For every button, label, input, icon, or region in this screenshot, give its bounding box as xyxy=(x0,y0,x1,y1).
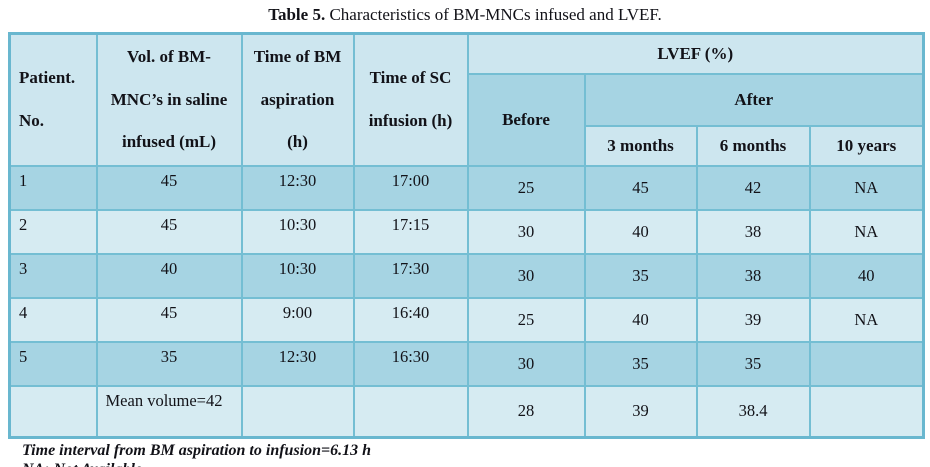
table-row: 3 40 10:30 17:30 30 35 38 40 xyxy=(8,252,925,299)
cell-lvef-10-years: 40 xyxy=(808,252,925,299)
cell-sc-infusion xyxy=(352,384,469,439)
table-body: 1 45 12:30 17:00 25 45 42 NA 2 45 10:30 … xyxy=(8,164,925,439)
cell-bm-aspiration: 12:30 xyxy=(240,340,355,387)
table-row: 4 45 9:00 16:40 25 40 39 NA xyxy=(8,296,925,343)
cell-volume: 45 xyxy=(95,208,243,255)
cell-sc-infusion: 17:00 xyxy=(352,164,469,211)
cell-lvef-before: 25 xyxy=(466,296,586,343)
header-patient-no: Patient. No. xyxy=(8,32,98,167)
footnote-na-legend: NA: Not Available xyxy=(22,461,930,467)
header-row-mid: Before After xyxy=(10,72,925,167)
cell-lvef-before: 30 xyxy=(466,208,586,255)
cell-lvef-6-months: 42 xyxy=(695,164,811,211)
cell-lvef-10-years xyxy=(808,384,925,439)
cell-sc-infusion: 17:30 xyxy=(352,252,469,299)
cell-bm-aspiration: 9:00 xyxy=(240,296,355,343)
header-after: After xyxy=(583,72,925,127)
table-title-text: Characteristics of BM-MNCs infused and L… xyxy=(325,5,662,24)
cell-lvef-3-months: 40 xyxy=(583,208,698,255)
cell-lvef-3-months: 35 xyxy=(583,340,698,387)
cell-sc-infusion: 16:30 xyxy=(352,340,469,387)
cell-lvef-before: 25 xyxy=(466,164,586,211)
table-row: 1 45 12:30 17:00 25 45 42 NA xyxy=(8,164,925,211)
cell-patient-no: 5 xyxy=(8,340,98,387)
cell-lvef-6-months: 38 xyxy=(695,208,811,255)
cell-mean-volume: Mean volume=42 xyxy=(95,384,243,439)
cell-volume: 45 xyxy=(95,164,243,211)
header-sc-infusion: Time of SC infusion (h) xyxy=(352,32,469,167)
header-bm-aspiration: Time of BM aspiration (h) xyxy=(240,32,355,167)
cell-lvef-before: 28 xyxy=(466,384,586,439)
table-title-label: Table 5. xyxy=(268,5,326,24)
cell-lvef-10-years: NA xyxy=(808,208,925,255)
cell-volume: 45 xyxy=(95,296,243,343)
cell-patient-no xyxy=(8,384,98,439)
cell-volume: 35 xyxy=(95,340,243,387)
table-row-mean: Mean volume=42 28 39 38.4 xyxy=(8,384,925,439)
cell-lvef-6-months: 38 xyxy=(695,252,811,299)
cell-patient-no: 1 xyxy=(8,164,98,211)
cell-volume: 40 xyxy=(95,252,243,299)
footnote-time-interval: Time interval from BM aspiration to infu… xyxy=(22,442,372,459)
cell-lvef-10-years xyxy=(808,340,925,387)
cell-bm-aspiration: 10:30 xyxy=(240,208,355,255)
header-after-10-years: 10 years xyxy=(808,124,925,167)
header-row-sub: 3 months 6 months 10 years xyxy=(10,124,925,167)
table-title: Table 5. Characteristics of BM-MNCs infu… xyxy=(0,0,930,25)
cell-lvef-10-years: NA xyxy=(808,296,925,343)
cell-bm-aspiration xyxy=(240,384,355,439)
cell-patient-no: 2 xyxy=(8,208,98,255)
cell-bm-aspiration: 12:30 xyxy=(240,164,355,211)
table-row: 2 45 10:30 17:15 30 40 38 NA xyxy=(8,208,925,255)
header-lvef: LVEF (%) xyxy=(466,32,925,75)
cell-lvef-6-months: 39 xyxy=(695,296,811,343)
cell-lvef-3-months: 40 xyxy=(583,296,698,343)
header-before: Before xyxy=(466,72,586,167)
header-row-top: Patient. No. Vol. of BM- MNC’s in saline… xyxy=(8,32,925,167)
cell-lvef-3-months: 35 xyxy=(583,252,698,299)
cell-lvef-10-years: NA xyxy=(808,164,925,211)
table-row: 5 35 12:30 16:30 30 35 35 xyxy=(8,340,925,387)
cell-lvef-before: 30 xyxy=(466,340,586,387)
cell-patient-no: 4 xyxy=(8,296,98,343)
cell-lvef-6-months: 38.4 xyxy=(695,384,811,439)
table-header: Patient. No. Vol. of BM- MNC’s in saline… xyxy=(8,32,925,167)
footnotes: Time interval from BM aspiration to infu… xyxy=(22,442,930,467)
cell-lvef-before: 30 xyxy=(466,252,586,299)
characteristics-table: Patient. No. Vol. of BM- MNC’s in saline… xyxy=(8,32,926,439)
cell-lvef-3-months: 39 xyxy=(583,384,698,439)
cell-patient-no: 3 xyxy=(8,252,98,299)
cell-sc-infusion: 17:15 xyxy=(352,208,469,255)
cell-lvef-6-months: 35 xyxy=(695,340,811,387)
cell-lvef-3-months: 45 xyxy=(583,164,698,211)
header-after-6-months: 6 months xyxy=(695,124,811,167)
cell-bm-aspiration: 10:30 xyxy=(240,252,355,299)
header-after-3-months: 3 months xyxy=(583,124,698,167)
cell-sc-infusion: 16:40 xyxy=(352,296,469,343)
header-volume: Vol. of BM- MNC’s in saline infused (mL) xyxy=(95,32,243,167)
